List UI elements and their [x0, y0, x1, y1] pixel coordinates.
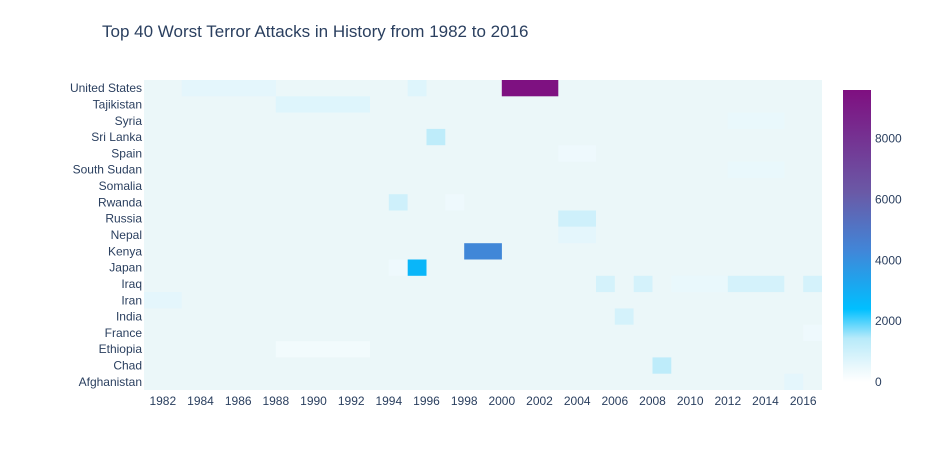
y-tick-label: India [116, 310, 142, 324]
heatmap-cell [388, 194, 408, 211]
heatmap-cell [633, 275, 653, 293]
y-tick-label: United States [70, 81, 142, 95]
y-tick-label: Iraq [121, 277, 142, 291]
heatmap-cell [727, 112, 785, 129]
x-tick-label: 1984 [187, 394, 214, 408]
x-tick-label: 2006 [601, 394, 628, 408]
heatmap-cell [144, 292, 182, 309]
colorbar-tick-label: 0 [875, 375, 882, 389]
heatmap-cell [275, 96, 370, 113]
y-tick-label: South Sudan [73, 163, 142, 177]
x-tick-label: 1982 [149, 394, 176, 408]
x-tick-label: 2010 [677, 394, 704, 408]
chart-title: Top 40 Worst Terror Attacks in History f… [102, 22, 528, 41]
heatmap-cell [445, 194, 465, 211]
y-tick-label: Kenya [108, 244, 142, 258]
heatmap-cells [144, 80, 822, 390]
x-tick-label: 1996 [413, 394, 440, 408]
y-tick-label: Iran [121, 293, 142, 307]
heatmap-cell [558, 145, 596, 162]
x-tick-label: 2002 [526, 394, 553, 408]
x-tick-label: 2008 [639, 394, 666, 408]
heatmap-cell [426, 128, 446, 146]
y-tick-label: Syria [115, 114, 143, 128]
y-tick-label: France [105, 326, 143, 340]
colorbar [843, 90, 871, 382]
y-tick-label: Rwanda [98, 195, 142, 209]
heatmap-cell [671, 275, 728, 293]
colorbar-tick-label: 4000 [875, 253, 902, 267]
x-tick-label: 1988 [262, 394, 289, 408]
y-tick-label: Nepal [111, 228, 142, 242]
y-tick-label: Russia [105, 212, 142, 226]
heatmap-cell [652, 357, 672, 374]
heatmap-cell [388, 259, 408, 276]
x-tick-label: 1990 [300, 394, 327, 408]
colorbar-tick-label: 2000 [875, 314, 902, 328]
heatmap-cell [727, 161, 785, 178]
heatmap-cell [727, 275, 785, 293]
y-tick-label: Chad [113, 359, 142, 373]
heatmap-cell [464, 243, 502, 260]
heatmap-cell [407, 80, 427, 97]
heatmap-cell [181, 80, 276, 97]
heatmap-cell [614, 308, 634, 325]
heatmap-cell [407, 259, 427, 276]
y-tick-label: Somalia [99, 179, 143, 193]
y-tick-label: Tajikistan [93, 98, 142, 112]
x-tick-label: 2016 [790, 394, 817, 408]
plot-area [144, 80, 822, 390]
heatmap-cell [501, 80, 559, 97]
heatmap-cell [803, 324, 822, 341]
y-tick-label: Ethiopia [99, 342, 143, 356]
colorbar-ticks: 0 2000 4000 6000 8000 [875, 132, 902, 389]
heatmap-cell [275, 341, 370, 358]
colorbar-tick-label: 6000 [875, 193, 902, 207]
y-tick-label: Spain [111, 146, 142, 160]
x-tick-label: 2000 [488, 394, 515, 408]
heatmap-cell [803, 275, 822, 293]
heatmap-cell [596, 275, 615, 293]
x-tick-label: 2004 [564, 394, 591, 408]
colorbar-tick-label: 8000 [875, 132, 902, 146]
x-axis-ticks: 1982 1984 1986 1988 1990 1992 1994 1996 1998 2000… [149, 394, 816, 408]
heatmap-cell [784, 373, 804, 390]
x-tick-label: 1994 [375, 394, 402, 408]
x-tick-label: 1992 [338, 394, 365, 408]
y-tick-label: Sri Lanka [91, 130, 142, 144]
y-tick-label: Afghanistan [79, 375, 142, 389]
x-tick-label: 1998 [451, 394, 478, 408]
heatmap-cell [558, 226, 596, 244]
y-axis-ticks: Afghanistan Chad Ethiopia France India Iran Ir… [70, 81, 142, 389]
heatmap-cell [558, 210, 596, 227]
y-tick-label: Japan [109, 261, 142, 275]
x-tick-label: 2014 [752, 394, 779, 408]
x-tick-label: 1986 [225, 394, 252, 408]
x-tick-label: 2012 [714, 394, 741, 408]
